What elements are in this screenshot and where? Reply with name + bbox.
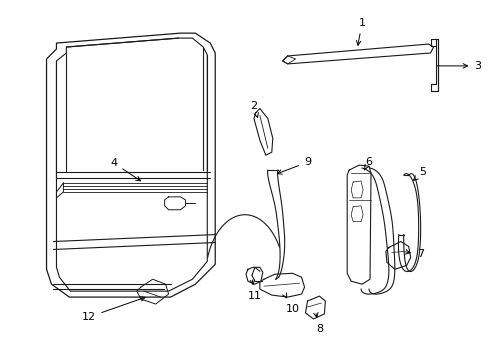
Text: 7: 7 bbox=[405, 249, 423, 260]
Text: 1: 1 bbox=[356, 18, 365, 45]
Text: 8: 8 bbox=[313, 312, 322, 334]
Text: 2: 2 bbox=[250, 100, 258, 117]
Text: 12: 12 bbox=[82, 297, 145, 322]
Text: 4: 4 bbox=[110, 158, 140, 181]
Text: 6: 6 bbox=[364, 157, 372, 170]
Text: 11: 11 bbox=[247, 280, 262, 301]
Text: 5: 5 bbox=[413, 167, 425, 180]
Text: 10: 10 bbox=[282, 293, 299, 314]
Text: 9: 9 bbox=[277, 157, 310, 174]
Text: 3: 3 bbox=[436, 61, 480, 71]
